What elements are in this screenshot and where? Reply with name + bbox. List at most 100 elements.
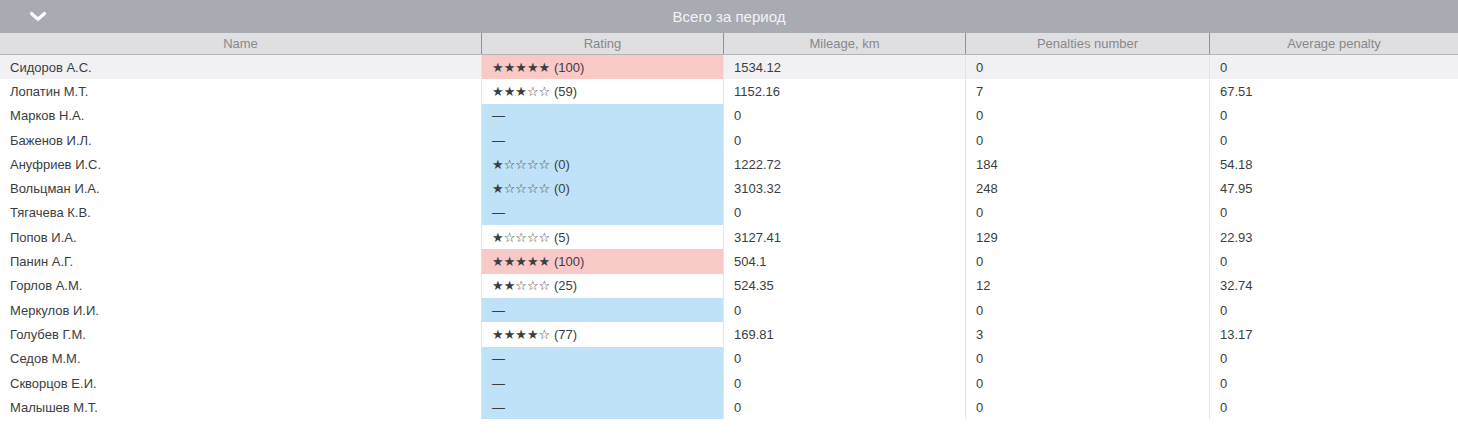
avg-penalty-cell: 0 (1209, 347, 1458, 371)
panel-title: Всего за период (0, 8, 1458, 25)
avg-penalty-cell: 0 (1209, 201, 1458, 225)
rating-cell: — (481, 371, 723, 395)
avg-penalty-cell: 0 (1209, 371, 1458, 395)
driver-name-cell: Меркулов И.И. (0, 298, 481, 322)
penalties-cell: 12 (965, 274, 1209, 298)
avg-penalty-cell: 0 (1209, 104, 1458, 128)
rating-cell: — (481, 298, 723, 322)
report-panel: Всего за период Name Rating Mileage, km … (0, 0, 1458, 419)
penalties-cell: 0 (965, 371, 1209, 395)
avg-penalty-cell: 0 (1209, 249, 1458, 273)
avg-penalty-cell: 0 (1209, 128, 1458, 152)
mileage-cell: 1152.16 (723, 79, 965, 103)
penalties-cell: 0 (965, 55, 1209, 79)
avg-penalty-cell: 67.51 (1209, 79, 1458, 103)
rating-cell: ★☆☆☆☆ (0) (481, 152, 723, 176)
column-header-rating[interactable]: Rating (481, 33, 723, 54)
column-header-mileage[interactable]: Mileage, km (723, 33, 965, 54)
mileage-cell: 3127.41 (723, 225, 965, 249)
table-row[interactable]: Панин А.Г. ★★★★★ (100) 504.1 0 0 (0, 249, 1458, 273)
driver-name-cell: Седов М.М. (0, 347, 481, 371)
penalties-cell: 184 (965, 152, 1209, 176)
mileage-cell: 169.81 (723, 322, 965, 346)
table-row[interactable]: Скворцов Е.И. — 0 0 0 (0, 371, 1458, 395)
table-row[interactable]: Горлов А.М. ★★☆☆☆ (25) 524.35 12 32.74 (0, 274, 1458, 298)
table-row[interactable]: Баженов И.Л. — 0 0 0 (0, 128, 1458, 152)
driver-name-cell: Лопатин М.Т. (0, 79, 481, 103)
mileage-cell: 0 (723, 347, 965, 371)
penalties-cell: 248 (965, 176, 1209, 200)
avg-penalty-cell: 0 (1209, 395, 1458, 419)
mileage-cell: 0 (723, 104, 965, 128)
column-header-penalties[interactable]: Penalties number (965, 33, 1209, 54)
avg-penalty-cell: 13.17 (1209, 322, 1458, 346)
rating-cell: — (481, 128, 723, 152)
driver-name-cell: Голубев Г.М. (0, 322, 481, 346)
rating-cell: — (481, 104, 723, 128)
mileage-cell: 0 (723, 128, 965, 152)
rating-cell: — (481, 395, 723, 419)
table-row[interactable]: Меркулов И.И. — 0 0 0 (0, 298, 1458, 322)
mileage-cell: 504.1 (723, 249, 965, 273)
mileage-cell: 0 (723, 201, 965, 225)
table-row[interactable]: Вольцман И.А. ★☆☆☆☆ (0) 3103.32 248 47.9… (0, 176, 1458, 200)
avg-penalty-cell: 22.93 (1209, 225, 1458, 249)
driver-name-cell: Сидоров А.С. (0, 55, 481, 79)
driver-name-cell: Скворцов Е.И. (0, 371, 481, 395)
penalties-cell: 0 (965, 128, 1209, 152)
penalties-cell: 0 (965, 347, 1209, 371)
panel-header: Всего за период (0, 0, 1458, 33)
table-row[interactable]: Голубев Г.М. ★★★★☆ (77) 169.81 3 13.17 (0, 322, 1458, 346)
mileage-cell: 0 (723, 298, 965, 322)
table-row[interactable]: Тягачева К.В. — 0 0 0 (0, 201, 1458, 225)
driver-name-cell: Марков Н.А. (0, 104, 481, 128)
table-row[interactable]: Малышев М.Т. — 0 0 0 (0, 395, 1458, 419)
table-row[interactable]: Лопатин М.Т. ★★★☆☆ (59) 1152.16 7 67.51 (0, 79, 1458, 103)
penalties-cell: 0 (965, 395, 1209, 419)
avg-penalty-cell: 54.18 (1209, 152, 1458, 176)
penalties-cell: 129 (965, 225, 1209, 249)
penalties-cell: 0 (965, 104, 1209, 128)
table-row[interactable]: Попов И.А. ★☆☆☆☆ (5) 3127.41 129 22.93 (0, 225, 1458, 249)
mileage-cell: 1534.12 (723, 55, 965, 79)
penalties-cell: 0 (965, 249, 1209, 273)
driver-name-cell: Панин А.Г. (0, 249, 481, 273)
mileage-cell: 524.35 (723, 274, 965, 298)
mileage-cell: 1222.72 (723, 152, 965, 176)
avg-penalty-cell: 32.74 (1209, 274, 1458, 298)
chevron-down-icon[interactable] (29, 11, 47, 22)
penalties-cell: 0 (965, 298, 1209, 322)
penalties-cell: 3 (965, 322, 1209, 346)
table-row[interactable]: Марков Н.А. — 0 0 0 (0, 104, 1458, 128)
driver-name-cell: Ануфриев И.С. (0, 152, 481, 176)
rating-cell: ★☆☆☆☆ (0) (481, 176, 723, 200)
table-row[interactable]: Ануфриев И.С. ★☆☆☆☆ (0) 1222.72 184 54.1… (0, 152, 1458, 176)
mileage-cell: 0 (723, 371, 965, 395)
avg-penalty-cell: 0 (1209, 298, 1458, 322)
rating-cell: ★★★★☆ (77) (481, 322, 723, 346)
driver-name-cell: Малышев М.Т. (0, 395, 481, 419)
rating-cell: ★★★★★ (100) (481, 55, 723, 79)
column-header-name[interactable]: Name (0, 33, 481, 54)
avg-penalty-cell: 47.95 (1209, 176, 1458, 200)
table-row[interactable]: Седов М.М. — 0 0 0 (0, 347, 1458, 371)
rating-cell: ★★★★★ (100) (481, 249, 723, 273)
rating-cell: — (481, 347, 723, 371)
table-header-row: Name Rating Mileage, km Penalties number… (0, 33, 1458, 55)
driver-name-cell: Попов И.А. (0, 225, 481, 249)
avg-penalty-cell: 0 (1209, 55, 1458, 79)
driver-name-cell: Вольцман И.А. (0, 176, 481, 200)
penalties-cell: 0 (965, 201, 1209, 225)
driver-name-cell: Горлов А.М. (0, 274, 481, 298)
table-row[interactable]: Сидоров А.С. ★★★★★ (100) 1534.12 0 0 (0, 55, 1458, 79)
penalties-cell: 7 (965, 79, 1209, 103)
table-body: Сидоров А.С. ★★★★★ (100) 1534.12 0 0 Лоп… (0, 55, 1458, 419)
column-header-avg-penalty[interactable]: Average penalty (1209, 33, 1458, 54)
mileage-cell: 0 (723, 395, 965, 419)
driver-name-cell: Тягачева К.В. (0, 201, 481, 225)
mileage-cell: 3103.32 (723, 176, 965, 200)
rating-cell: ★☆☆☆☆ (5) (481, 225, 723, 249)
driver-name-cell: Баженов И.Л. (0, 128, 481, 152)
rating-cell: ★★★☆☆ (59) (481, 79, 723, 103)
rating-cell: — (481, 201, 723, 225)
